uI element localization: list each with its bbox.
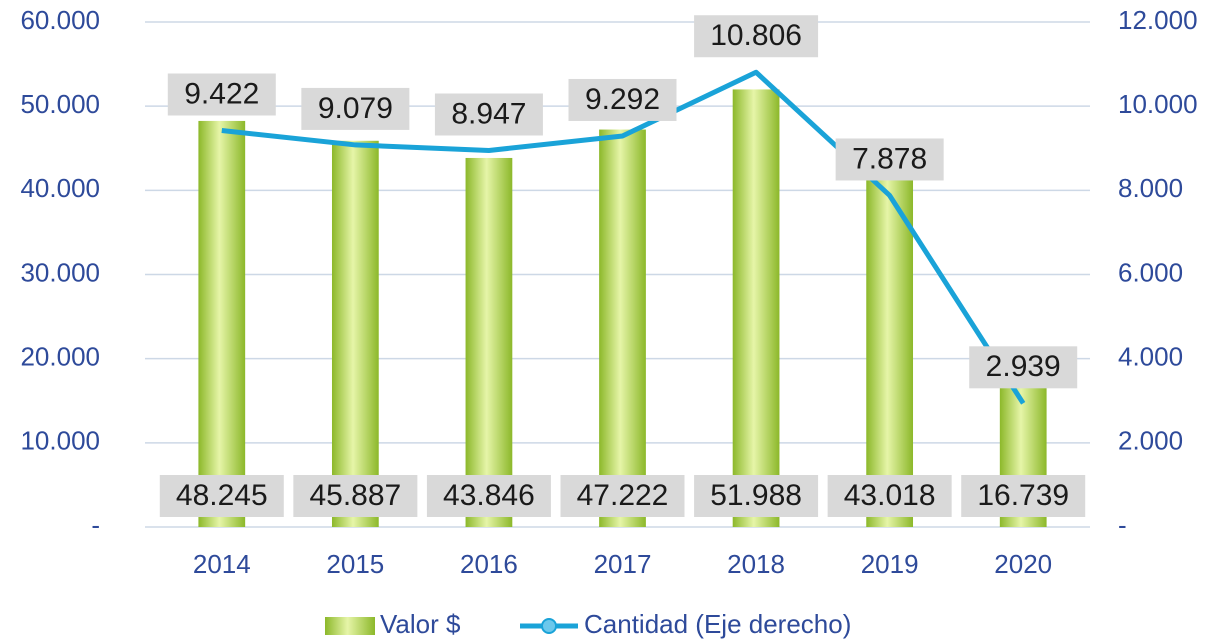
data-label-box: [568, 78, 677, 121]
x-tick-label: 2015: [326, 549, 384, 579]
y-tick-label: 30.000: [20, 257, 100, 287]
data-label: 2.939: [986, 350, 1061, 383]
data-label-box: [961, 475, 1086, 517]
data-label-box: [560, 475, 685, 517]
data-label-box: [969, 346, 1078, 389]
data-label: 47.222: [577, 479, 669, 512]
data-label: 48.245: [176, 479, 268, 512]
bar: [866, 164, 914, 528]
bar: [732, 89, 780, 528]
y2-tick-label: 8.000: [1118, 173, 1183, 203]
x-tick-label: 2016: [460, 549, 518, 579]
legend-label: Cantidad (Eje derecho): [584, 609, 851, 639]
y-tick-label: 10.000: [20, 426, 100, 456]
data-label: 45.887: [309, 479, 401, 512]
legend-label: Valor $: [380, 609, 461, 639]
y-tick-label: 20.000: [20, 342, 100, 372]
data-label-box: [167, 73, 276, 116]
data-label-box: [835, 138, 944, 181]
data-label: 9.292: [585, 83, 660, 116]
line: [221, 69, 1026, 405]
data-label: 43.846: [443, 479, 535, 512]
y-tick-label: 60.000: [20, 5, 100, 35]
legend-marker: [541, 618, 557, 634]
y-tick-label: -: [91, 510, 100, 540]
data-label-box: [293, 475, 418, 517]
y2-tick-label: 6.000: [1118, 257, 1183, 287]
data-label: 8.947: [451, 97, 526, 130]
bar: [198, 120, 246, 527]
x-tick-label: 2019: [861, 549, 919, 579]
data-label-box: [434, 93, 543, 136]
data-label: 10.806: [710, 19, 802, 52]
y2-tick-label: 2.000: [1118, 426, 1183, 456]
y-tick-label: 40.000: [20, 173, 100, 203]
data-label: 9.422: [184, 77, 259, 110]
bar: [465, 157, 513, 527]
y2-tick-label: 10.000: [1118, 89, 1198, 119]
data-label-box: [694, 15, 819, 58]
data-label: 9.079: [318, 92, 393, 125]
x-tick-label: 2017: [594, 549, 652, 579]
y2-tick-label: 12.000: [1118, 5, 1198, 35]
x-tick-label: 2020: [994, 549, 1052, 579]
data-label: 43.018: [844, 479, 936, 512]
data-label: 51.988: [710, 479, 802, 512]
data-label-box: [426, 475, 551, 517]
y-tick-label: 50.000: [20, 89, 100, 119]
y2-tick-label: 4.000: [1118, 342, 1183, 372]
data-label-box: [694, 475, 819, 517]
x-tick-label: 2018: [727, 549, 785, 579]
data-label: 7.878: [852, 142, 927, 175]
legend-swatch: [325, 617, 375, 635]
data-label-box: [159, 475, 284, 517]
data-label: 16.739: [977, 479, 1069, 512]
bar: [599, 129, 646, 528]
y2-tick-label: -: [1118, 510, 1127, 540]
data-label-box: [827, 475, 952, 517]
data-label-box: [301, 87, 410, 130]
bar: [331, 140, 379, 527]
x-tick-label: 2014: [193, 549, 251, 579]
